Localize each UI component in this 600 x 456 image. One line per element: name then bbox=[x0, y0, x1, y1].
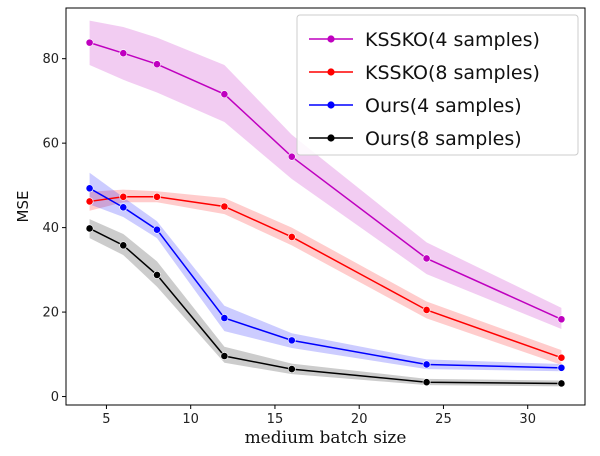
legend-marker-ours-4-samples bbox=[327, 101, 335, 109]
point-kssko-4-samples-6 bbox=[557, 315, 566, 324]
legend-label-ours-8-samples: Ours(8 samples) bbox=[365, 128, 522, 150]
point-kssko-8-samples-2 bbox=[153, 192, 161, 201]
legend: KSSKO(4 samples) KSSKO(8 samples) Ours(4 s… bbox=[296, 14, 579, 156]
point-kssko-4-samples-1 bbox=[119, 49, 128, 58]
point-ours-8-samples-2 bbox=[153, 271, 161, 279]
y-tick-label: 80 bbox=[42, 52, 59, 67]
x-axis-title: medium batch size bbox=[245, 428, 407, 448]
y-tick-label: 0 bbox=[51, 390, 59, 405]
point-ours-4-samples-0 bbox=[85, 184, 94, 193]
point-kssko-8-samples-6 bbox=[557, 353, 566, 362]
point-kssko-8-samples-4 bbox=[287, 233, 296, 241]
band-kssko-4-samples bbox=[89, 20, 562, 329]
confidence-bands bbox=[89, 20, 562, 387]
legend-label-ours-4-samples: Ours(4 samples) bbox=[365, 95, 522, 117]
x-tick-label: 20 bbox=[351, 412, 368, 427]
legend-marker-kssko-4-samples bbox=[327, 35, 335, 43]
point-kssko-8-samples-3 bbox=[220, 202, 229, 211]
point-ours-8-samples-1 bbox=[119, 241, 128, 250]
x-tick-label: 25 bbox=[435, 412, 452, 427]
point-ours-8-samples-5 bbox=[422, 378, 431, 387]
point-ours-8-samples-0 bbox=[85, 224, 94, 233]
point-kssko-4-samples-0 bbox=[85, 38, 94, 47]
point-ours-4-samples-5 bbox=[422, 360, 431, 369]
y-tick-label: 60 bbox=[42, 137, 59, 152]
point-ours-4-samples-2 bbox=[153, 225, 161, 234]
point-kssko-4-samples-2 bbox=[153, 60, 161, 69]
point-kssko-4-samples-5 bbox=[422, 254, 431, 263]
point-ours-8-samples-6 bbox=[557, 379, 566, 388]
series-markers bbox=[85, 38, 566, 388]
y-tick-label: 20 bbox=[42, 306, 59, 321]
y-axis-title: MSE bbox=[14, 191, 32, 223]
x-tick-label: 15 bbox=[267, 412, 284, 427]
point-ours-4-samples-4 bbox=[287, 336, 296, 345]
point-kssko-4-samples-3 bbox=[220, 90, 229, 99]
y-axis-ticks: 0 20 40 60 80 bbox=[42, 52, 66, 405]
legend-marker-kssko-8-samples bbox=[327, 68, 335, 76]
band-kssko-8-samples bbox=[89, 189, 562, 365]
point-ours-4-samples-1 bbox=[119, 203, 128, 212]
legend-box bbox=[296, 14, 579, 156]
legend-marker-ours-8-samples bbox=[327, 134, 335, 142]
legend-label-kssko-4-samples: KSSKO(4 samples) bbox=[365, 29, 540, 51]
band-ours-4-samples bbox=[89, 172, 562, 372]
band-ours-8-samples bbox=[89, 219, 562, 387]
point-ours-4-samples-3 bbox=[220, 314, 229, 322]
plot-frame bbox=[65, 7, 586, 406]
x-tick-label: 10 bbox=[182, 412, 199, 427]
legend-label-kssko-8-samples: KSSKO(8 samples) bbox=[365, 62, 540, 84]
x-axis-ticks: 5 10 15 20 25 30 bbox=[102, 405, 536, 427]
point-kssko-4-samples-4 bbox=[287, 152, 296, 161]
point-ours-8-samples-4 bbox=[287, 365, 296, 374]
point-kssko-8-samples-5 bbox=[422, 306, 431, 314]
x-tick-label: 30 bbox=[519, 412, 536, 427]
point-ours-8-samples-3 bbox=[220, 352, 229, 360]
y-tick-label: 40 bbox=[42, 221, 59, 236]
point-ours-4-samples-6 bbox=[557, 363, 566, 372]
x-tick-label: 5 bbox=[102, 412, 110, 427]
point-kssko-8-samples-0 bbox=[85, 197, 94, 206]
point-kssko-8-samples-1 bbox=[119, 192, 128, 201]
